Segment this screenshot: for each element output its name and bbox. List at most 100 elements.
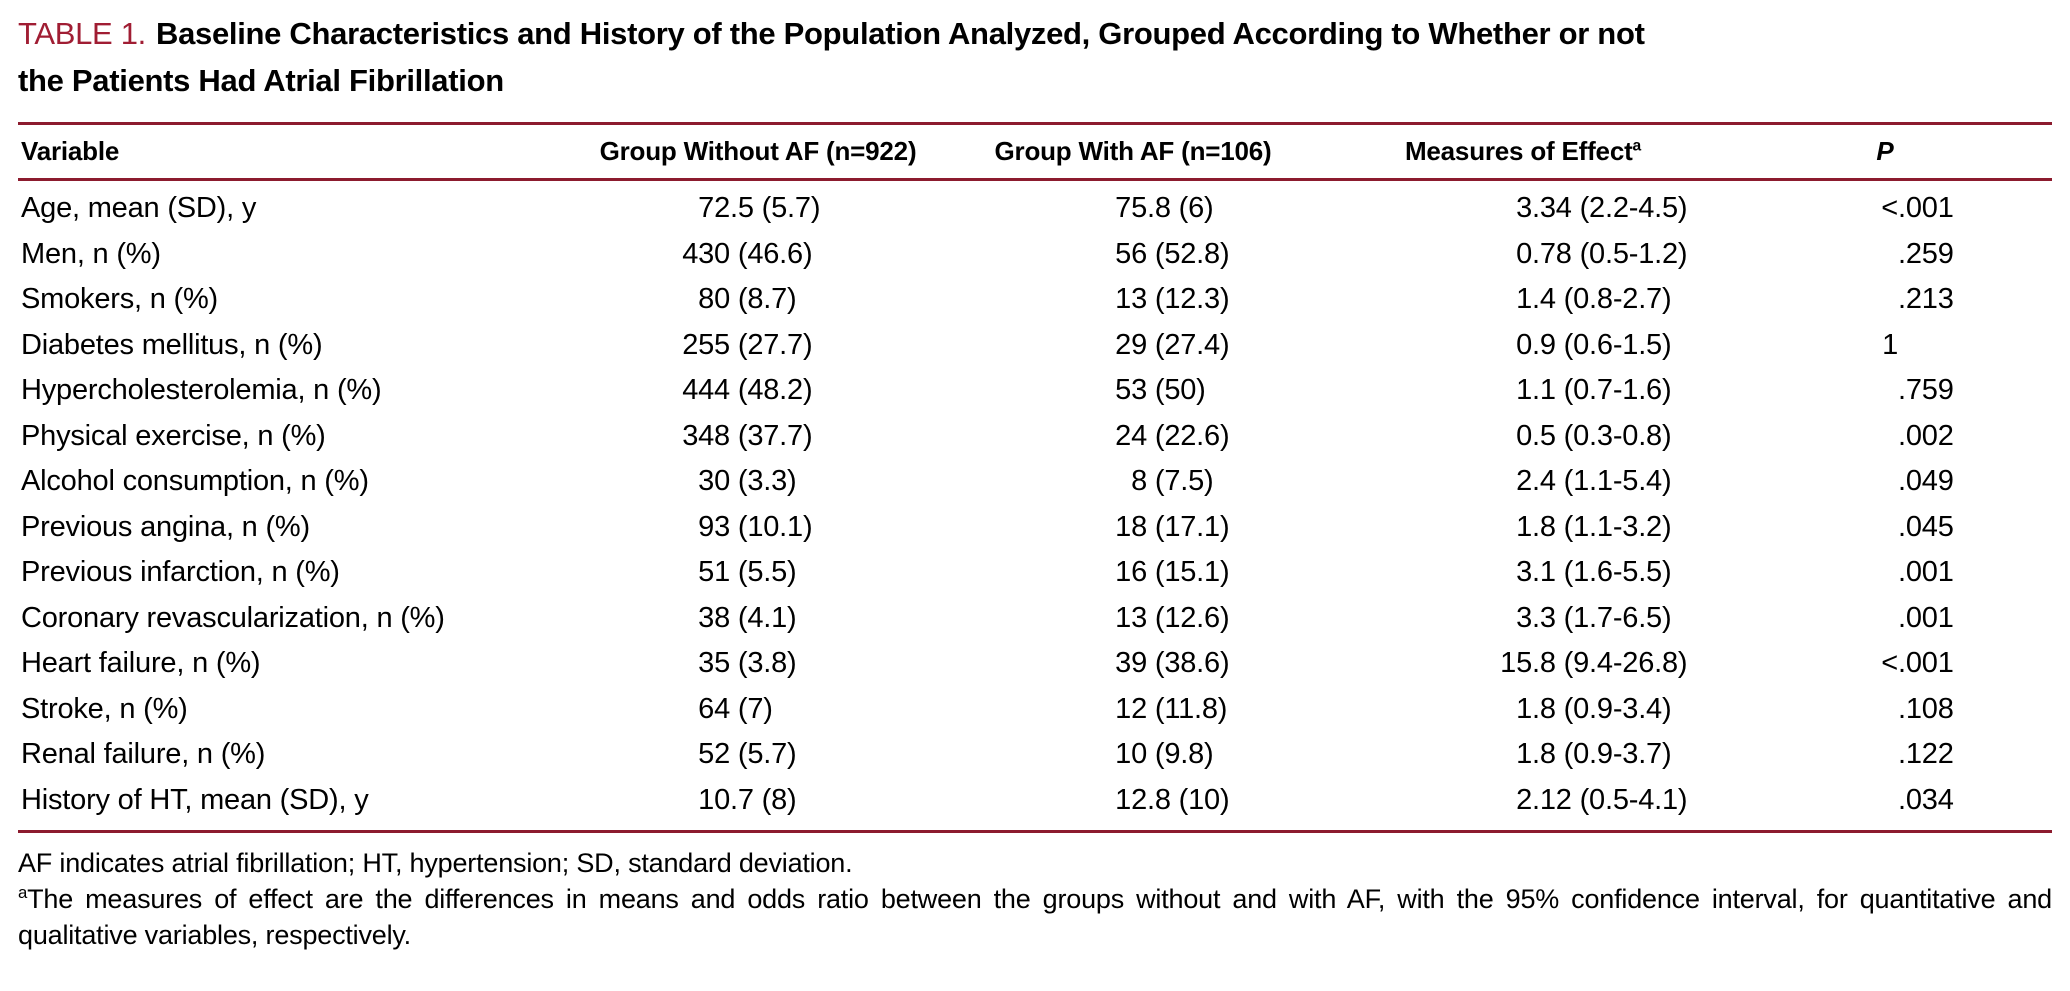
cell-number-tail: .001 <box>1898 647 1954 680</box>
cell-number-tail: (12.6) <box>1147 601 1230 634</box>
cell-effect: 2.4 (1.1-5.4) <box>1328 465 1718 498</box>
cell-number-tail: (52.8) <box>1147 237 1230 270</box>
cell-number-tail: (27.4) <box>1147 328 1230 361</box>
cell-effect: 0.9 (0.6-1.5) <box>1328 329 1718 362</box>
table-title-line-2: the Patients Had Atrial Fibrillation <box>18 63 504 98</box>
cell-number-tail: (3.3) <box>730 465 797 498</box>
cell-number-tail: .045 <box>1898 510 1954 543</box>
cell-number-integer: 0 <box>1516 328 1532 361</box>
cell-number-tail: (46.6) <box>730 237 813 270</box>
cell-number-integer: 1 <box>1516 283 1532 316</box>
cell-number-integer: < <box>1881 192 1898 225</box>
cell-with-af: 75.8 (6) <box>938 192 1328 225</box>
cell-number-tail <box>1898 329 2052 362</box>
cell-number-integer <box>1718 602 1898 635</box>
cell-variable: History of HT, mean (SD), y <box>21 783 369 816</box>
cell-variable: Heart failure, n (%) <box>21 647 261 680</box>
cell-number-integer <box>1718 238 1898 271</box>
cell-effect: 1.8 (1.1-3.2) <box>1328 511 1718 544</box>
cell-effect: 0.5 (0.3-0.8) <box>1328 420 1718 453</box>
table-row: Previous angina, n (%) 93 (10.1) 18 (17.1)… <box>18 505 2052 551</box>
cell-number-integer <box>1718 283 1898 316</box>
cell-number-integer: 13 <box>1115 283 1147 316</box>
cell-number-integer: 8 <box>1131 465 1147 498</box>
bottom-rule <box>18 830 2052 833</box>
cell-number-integer: 1 <box>1516 738 1532 771</box>
cell-effect: 3.3 (1.7-6.5) <box>1328 602 1718 635</box>
cell-number-tail: .8 (9.4-26.8) <box>1532 647 1688 680</box>
cell-p: .045 <box>1718 511 2052 544</box>
cell-number-integer: 348 <box>682 419 730 452</box>
cell-with-af: 13 (12.3) <box>938 283 1328 316</box>
cell-number-tail: .4 (1.1-5.4) <box>1532 465 1672 498</box>
cell-number-integer: 1 <box>1516 510 1532 543</box>
cell-number-integer: 75 <box>1115 192 1147 225</box>
cell-number-tail: .34 (2.2-4.5) <box>1532 192 1688 225</box>
cell-number-integer: 444 <box>682 374 730 407</box>
column-header-effect: Measures of Effecta <box>1404 136 1642 166</box>
cell-with-af: 53 (50) <box>938 374 1328 407</box>
cell-number-tail: .5 (5.7) <box>730 192 821 225</box>
cell-number-integer: 24 <box>1115 419 1147 452</box>
cell-with-af: 8 (7.5) <box>938 465 1328 498</box>
cell-number-tail: .8 (0.9-3.4) <box>1532 692 1672 725</box>
cell-number-tail: (15.1) <box>1147 556 1230 589</box>
cell-number-tail: (8.7) <box>730 283 797 316</box>
table-row: Alcohol consumption, n (%) 30 (3.3) 8 (7.5… <box>18 459 2052 505</box>
table-body: Age, mean (SD), y 72.5 (5.7) 75.8 (6) 3.34 … <box>18 181 2052 830</box>
cell-number-integer <box>1718 556 1898 589</box>
cell-variable: Smokers, n (%) <box>21 283 219 316</box>
cell-number-tail: .001 <box>1898 601 1954 634</box>
cell-with-af: 16 (15.1) <box>938 556 1328 589</box>
table-label: TABLE 1. <box>18 16 146 51</box>
cell-with-af: 39 (38.6) <box>938 647 1328 680</box>
cell-effect: 3.1 (1.6-5.5) <box>1328 556 1718 589</box>
abbreviations-footnote: AF indicates atrial fibrillation; HT, hy… <box>18 848 853 878</box>
cell-number-tail: .78 (0.5-1.2) <box>1532 237 1688 270</box>
cell-effect: 3.34 (2.2-4.5) <box>1328 192 1718 225</box>
cell-with-af: 12 (11.8) <box>938 693 1328 726</box>
cell-p: 1 <box>1718 329 2052 362</box>
cell-variable: Physical exercise, n (%) <box>21 419 326 452</box>
table-row: History of HT, mean (SD), y 10.7 (8) 12.8 … <box>18 778 2052 824</box>
cell-number-tail: (48.2) <box>730 374 813 407</box>
cell-effect: 1.8 (0.9-3.4) <box>1328 693 1718 726</box>
cell-number-tail: (27.7) <box>730 328 813 361</box>
cell-number-tail: (11.8) <box>1147 692 1228 725</box>
cell-number-integer <box>1718 784 1898 817</box>
cell-number-integer: 255 <box>682 328 730 361</box>
cell-variable: Age, mean (SD), y <box>21 192 257 225</box>
cell-variable: Previous infarction, n (%) <box>21 556 340 589</box>
cell-number-tail: (5.5) <box>730 556 797 589</box>
cell-number-tail: (7) <box>730 692 773 725</box>
cell-number-integer: 35 <box>698 647 730 680</box>
cell-number-tail: (10.1) <box>730 510 813 543</box>
cell-without-af: 52 (5.7) <box>578 738 938 771</box>
cell-number-integer <box>1718 374 1898 407</box>
table-row: Heart failure, n (%) 35 (3.8) 39 (38.6) 15.… <box>18 641 2052 687</box>
cell-number-tail: (5.7) <box>730 738 797 771</box>
cell-effect: 2.12 (0.5-4.1) <box>1328 784 1718 817</box>
cell-p: .001 <box>1718 556 2052 589</box>
cell-number-integer: 0 <box>1516 237 1532 270</box>
cell-number-tail: .108 <box>1898 692 1954 725</box>
cell-effect: 1.4 (0.8-2.7) <box>1328 283 1718 316</box>
cell-p: .213 <box>1718 283 2052 316</box>
table-header-row: Variable Group Without AF (n=922) Group … <box>18 125 2052 178</box>
cell-number-integer: 3 <box>1516 192 1532 225</box>
cell-number-integer: 30 <box>698 465 730 498</box>
cell-number-tail: (22.6) <box>1147 419 1230 452</box>
cell-without-af: 72.5 (5.7) <box>578 192 938 225</box>
cell-number-tail: (3.8) <box>730 647 797 680</box>
cell-variable: Renal failure, n (%) <box>21 738 266 771</box>
cell-without-af: 51 (5.5) <box>578 556 938 589</box>
cell-p: .001 <box>1718 602 2052 635</box>
cell-effect: 1.1 (0.7-1.6) <box>1328 374 1718 407</box>
table-row: Renal failure, n (%) 52 (5.7) 10 (9.8) 1.8 … <box>18 732 2052 778</box>
cell-number-tail: .8 (10) <box>1147 783 1230 816</box>
cell-number-tail: (12.3) <box>1147 283 1230 316</box>
header-rule <box>18 178 2052 181</box>
column-header-p: P <box>1876 136 1894 166</box>
cell-p: < .001 <box>1718 192 2052 225</box>
cell-number-tail: .259 <box>1898 237 1954 270</box>
